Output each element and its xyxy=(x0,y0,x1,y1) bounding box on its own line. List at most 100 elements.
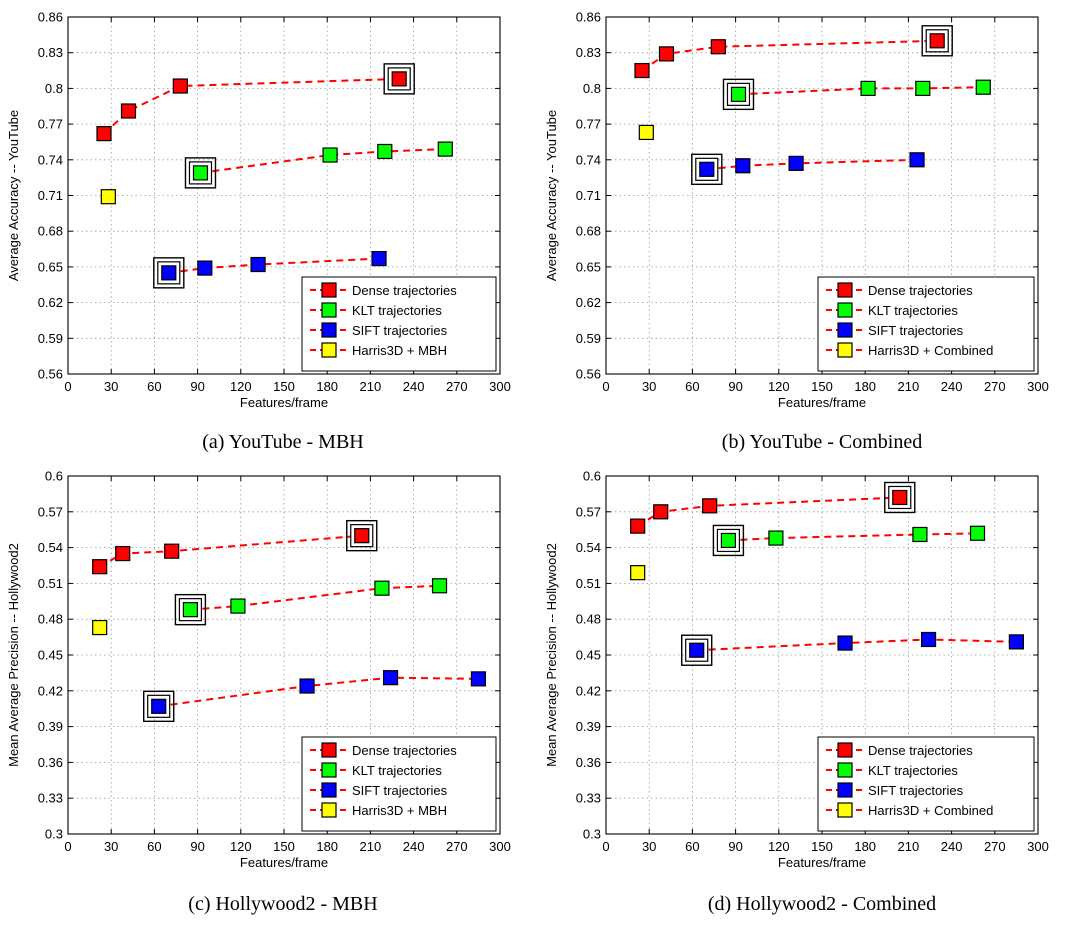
data-point xyxy=(658,46,675,62)
highlight-box-outer xyxy=(143,690,175,723)
data-point xyxy=(638,124,654,141)
legend-label: Dense trajectories xyxy=(352,743,457,758)
legend-marker xyxy=(321,782,337,798)
series-line-2 xyxy=(158,676,479,708)
x-tick-label: 0 xyxy=(64,379,71,394)
data-point xyxy=(630,518,646,534)
legend-label: Harris3D + MBH xyxy=(352,803,447,818)
data-point xyxy=(634,62,650,79)
data-point xyxy=(735,158,751,174)
x-tick-label: 30 xyxy=(642,379,656,394)
axes-frame xyxy=(67,475,501,835)
y-tick-label: 0.3 xyxy=(583,827,601,842)
data-point xyxy=(431,578,448,594)
x-tick-label: 60 xyxy=(685,839,699,854)
data-point xyxy=(768,530,784,546)
highlight-box-outer xyxy=(722,78,755,111)
data-point xyxy=(912,526,928,543)
x-tick-label: 210 xyxy=(898,379,920,394)
y-tick-label: 0.39 xyxy=(576,719,601,734)
x-tick-label: 0 xyxy=(602,839,609,854)
y-tick-label: 0.57 xyxy=(576,504,601,519)
x-tick-label: 0 xyxy=(64,839,71,854)
series-line-0 xyxy=(637,496,900,527)
data-point xyxy=(374,580,390,596)
x-tick-label: 150 xyxy=(811,839,833,854)
data-point xyxy=(100,189,116,205)
legend-marker xyxy=(837,802,853,818)
panel-caption: (d) Hollywood2 - Combined xyxy=(708,893,936,915)
data-point xyxy=(391,71,407,87)
x-tick-label: 150 xyxy=(273,839,295,854)
y-tick-label: 0.86 xyxy=(576,10,601,25)
legend-marker xyxy=(837,302,853,318)
legend-marker xyxy=(837,742,853,758)
data-point xyxy=(710,39,726,55)
highlight-box-outer xyxy=(153,257,185,289)
legend-box xyxy=(817,736,1035,832)
y-tick-label: 0.48 xyxy=(576,612,601,627)
data-point xyxy=(969,525,986,541)
legend-label: SIFT trajectories xyxy=(868,323,964,338)
data-point xyxy=(837,635,853,651)
y-tick-label: 0.6 xyxy=(45,469,63,484)
data-point xyxy=(250,256,266,273)
y-tick-label: 0.86 xyxy=(38,10,63,25)
y-tick-label: 0.54 xyxy=(38,540,63,555)
series-line-1 xyxy=(728,532,978,542)
x-tick-label: 270 xyxy=(984,379,1006,394)
y-tick-label: 0.59 xyxy=(38,331,63,346)
y-tick-label: 0.56 xyxy=(576,367,601,382)
panel-caption: (b) YouTube - Combined xyxy=(722,431,922,453)
x-tick-label: 30 xyxy=(642,839,656,854)
y-tick-label: 0.54 xyxy=(576,540,601,555)
x-tick-label: 180 xyxy=(854,839,876,854)
x-tick-label: 240 xyxy=(941,379,963,394)
data-point xyxy=(915,80,931,97)
legend-marker xyxy=(837,762,853,778)
panel-caption: (a) YouTube - MBH xyxy=(202,431,364,453)
axes-frame xyxy=(605,16,1039,375)
x-tick-label: 90 xyxy=(728,379,742,394)
legend-label: KLT trajectories xyxy=(868,303,958,318)
legend: Dense trajectories KLT trajectories SIFT t… xyxy=(817,276,1035,372)
axes-frame xyxy=(605,475,1039,835)
x-tick-label: 30 xyxy=(104,379,118,394)
legend-marker xyxy=(837,282,853,298)
data-point xyxy=(197,260,213,276)
series-line-0 xyxy=(103,77,400,135)
x-tick-label: 60 xyxy=(147,839,161,854)
x-tick-label: 210 xyxy=(360,379,382,394)
data-point xyxy=(115,545,131,562)
data-point xyxy=(437,141,453,157)
y-tick-label: 0.33 xyxy=(576,791,601,806)
y-tick-label: 0.36 xyxy=(38,755,63,770)
axes-frame xyxy=(67,16,501,375)
data-point xyxy=(96,126,112,142)
y-axis-label: Mean Average Precision -- Hollywood2 xyxy=(6,543,21,767)
legend-marker xyxy=(321,802,337,818)
x-tick-label: 180 xyxy=(316,379,338,394)
legend-marker xyxy=(321,322,337,338)
x-axis-label: Features/frame xyxy=(240,855,328,870)
data-point xyxy=(172,78,188,94)
x-tick-label: 30 xyxy=(104,839,118,854)
data-point xyxy=(230,598,246,614)
highlight-box-outer xyxy=(184,157,217,189)
series-line-0 xyxy=(641,39,938,72)
x-tick-label: 60 xyxy=(685,379,699,394)
y-tick-label: 0.65 xyxy=(38,259,63,274)
x-tick-label: 300 xyxy=(489,379,511,394)
legend-label: Dense trajectories xyxy=(352,283,457,298)
x-axis-label: Features/frame xyxy=(778,395,866,410)
legend-box xyxy=(817,276,1035,372)
legend-marker xyxy=(321,282,337,298)
chart-panel-1: 0 30 60 90 120 150 180 210 240 270 300 0.56 0.59 0.62… xyxy=(544,10,1049,454)
data-point xyxy=(299,678,315,694)
x-tick-label: 270 xyxy=(446,379,468,394)
legend-marker xyxy=(837,782,853,798)
data-point xyxy=(892,489,908,506)
legend-label: SIFT trajectories xyxy=(352,323,448,338)
legend-marker xyxy=(321,342,337,358)
